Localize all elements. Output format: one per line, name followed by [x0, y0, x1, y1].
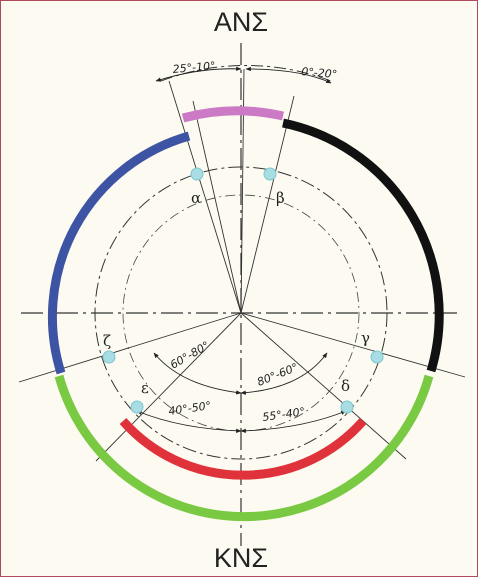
label-delta: δ	[341, 377, 350, 395]
label-alpha: α	[191, 189, 201, 207]
inner-dashed-circle	[94, 166, 388, 460]
point-alpha	[190, 167, 204, 181]
radial-lines	[18, 68, 466, 462]
label-zeta: ζ	[103, 332, 111, 350]
bottom-inner-arc	[119, 418, 367, 480]
top-sector-arc	[181, 106, 284, 123]
angle-left-low: 40°-50°	[168, 399, 212, 418]
label-gamma: γ	[361, 329, 370, 347]
angle-right-mid: 80°-60°	[255, 361, 300, 389]
angle-right-low: 55°-40°	[262, 405, 306, 424]
point-gamma	[370, 350, 384, 364]
point-epsilon	[130, 400, 144, 414]
label-beta: β	[276, 189, 285, 207]
outer-dimension-arc	[160, 64, 332, 82]
reference-points	[102, 167, 384, 414]
dimension-arrows	[136, 66, 347, 433]
right-sector-arc	[282, 118, 444, 373]
left-sector-arc	[47, 131, 191, 375]
angle-top-right: 0°-20°	[301, 65, 338, 81]
angle-left-mid: 60°-80°	[168, 339, 212, 372]
point-delta	[340, 400, 354, 414]
angle-top-left: 25°-10°	[172, 59, 216, 76]
bottom-sector-arc	[54, 374, 434, 522]
label-epsilon: ε	[141, 379, 149, 397]
top-label: ΑΝΣ	[214, 7, 268, 37]
point-beta	[263, 167, 277, 181]
point-zeta	[102, 350, 116, 364]
bottom-label: ΚΝΣ	[214, 543, 268, 573]
